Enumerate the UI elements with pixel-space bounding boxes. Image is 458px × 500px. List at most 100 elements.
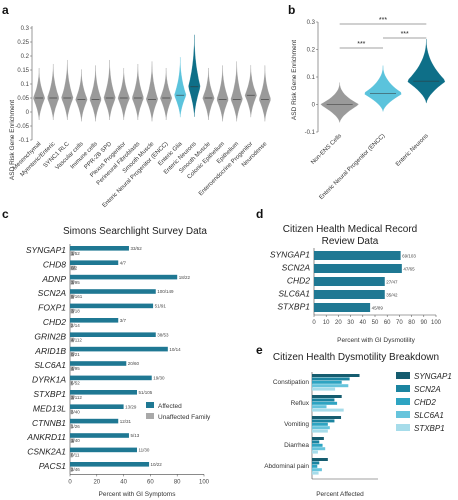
legend-label: CHD2 [414,398,436,407]
panel-c-xtick-label: 80 [174,479,181,485]
violin [364,65,402,113]
dysmotility-breakdown-bar [312,447,326,451]
affected-bar [70,390,137,395]
panel-b-ytick-label: 0.2 [307,48,316,54]
unaffected-bar [70,452,73,458]
dysmotility-breakdown-bar [312,387,336,391]
affected-bar-label: 10/14 [169,347,181,352]
unaffected-bar [70,424,73,429]
dysmotility-breakdown-bar [312,380,342,384]
panel-d-xtick-label: 20 [335,320,342,326]
panel-b-ylabel: ASD Risk Gene Enrichment [291,40,298,120]
violin [216,65,229,122]
panel-e-category-label: Abdominal pain [264,463,309,470]
panel-c-gene-label: CHD2 [43,317,66,327]
dysmotility-breakdown-bar [312,416,342,419]
unaffected-bar-label: 2/14 [71,323,80,328]
dysmotility-breakdown-bar [312,405,327,409]
affected-bar [70,289,156,294]
violin [103,59,116,121]
legend-swatch [396,385,410,392]
panel-d-xlabel: Percent with GI Dysmotility [337,337,415,344]
dysmotility-bar-label: 35/42 [386,293,398,298]
violin [61,59,74,121]
unaffected-bar [70,265,76,271]
panel-label-d: d [256,207,263,221]
violin [230,61,243,122]
legend-label: SCN2A [414,385,441,394]
dysmotility-bar-label: 27/47 [386,280,398,285]
legend-swatch-unaffected [146,413,154,419]
violin [407,38,446,104]
dysmotility-breakdown-bar [312,429,328,433]
panel-d-gene-label: SCN2A [282,263,311,273]
panel-d-xtick-label: 70 [396,320,403,326]
dysmotility-bar [314,264,402,273]
panel-label-c: c [2,207,9,221]
affected-bar-label: 19/30 [153,376,165,381]
affected-bar [70,462,150,467]
panel-a-ytick-label: -0.1 [19,138,30,144]
dysmotility-breakdown-bar [312,468,322,472]
unaffected-bar [70,467,73,472]
dysmotility-breakdown-bar [312,464,318,468]
violin [320,82,359,124]
legend-swatch [396,424,410,431]
unaffected-bar-label: 3/40 [71,409,80,414]
legend-label: SYNGAP1 [414,372,452,381]
dysmotility-breakdown-bar [312,401,338,405]
panel-d-gene-label: STXBP1 [277,302,310,312]
panel-e-category-label: Reflux [291,400,310,407]
panel-d-xtick-label: 0 [312,320,316,326]
unaffected-bar [70,352,75,357]
violin [174,57,187,118]
unaffected-bar [70,280,75,285]
affected-bar-label: 13/29 [125,404,137,409]
unaffected-bar-label: 1/52 [71,251,80,256]
affected-bar [70,375,152,381]
unaffected-bar [70,294,75,299]
affected-bar-label: 10/22 [151,462,163,467]
unaffected-bar [70,337,75,343]
dysmotility-bar [314,251,401,260]
affected-bar [70,447,137,453]
affected-bar-label: 4/7 [120,260,127,265]
dysmotility-breakdown-bar [312,398,335,402]
panel-e-category-label: Vomiting [284,421,309,428]
panel-b-category-label: Enteric Neurons [395,133,430,168]
dysmotility-breakdown-bar [312,395,342,398]
panel-e-category-label: Constipation [273,379,310,386]
dysmotility-bar [314,290,385,299]
unaffected-bar-label: 6/52 [71,381,80,386]
affected-bar [70,361,127,366]
panel-c-gene-label: CTNNB1 [32,418,66,428]
dysmotility-breakdown-bar [312,443,323,447]
panel-c-gene-label: PACS1 [39,461,67,471]
dysmotility-bar-label: 69/103 [402,254,416,259]
panel-c-bar-chart: Simons Searchlight Survey Data Percent w… [26,226,211,498]
affected-bar [70,332,156,337]
panel-c-xtick-label: 100 [199,479,210,485]
unaffected-bar-label: 4/95 [71,366,80,371]
panel-c-gene-label: SYNGAP1 [26,245,66,255]
dysmotility-breakdown-bar [312,461,320,465]
affected-bar [70,246,129,251]
dysmotility-breakdown-bar [312,422,328,426]
panel-a-ytick-label: 0.1 [21,82,30,88]
panel-c-gene-label: ANKRD11 [26,432,66,442]
affected-bar-label: 20/60 [128,361,140,366]
legend-swatch [396,372,410,379]
unaffected-bar-label: 3/95 [71,280,80,285]
violin [117,67,130,121]
panel-c-gene-label: STXBP1 [33,389,66,399]
panel-a-violin-chart: ASD Risk Gene Enrichment 0.3 0.25 0.2 0.15 0… [9,26,271,209]
panel-label-e: e [256,343,263,357]
panel-d-xtick-label: 30 [347,320,354,326]
dysmotility-breakdown-bar [312,374,360,377]
legend-label-affected: Affected [158,403,182,410]
panel-b-violin-chart: ASD Risk Gene Enrichment 0.3 0.2 0.1 0 -0.1N… [291,17,446,201]
panel-c-xtick-label: 40 [120,479,127,485]
panel-c-gene-label: ARID1B [34,346,66,356]
panel-c-xtick-label: 20 [93,479,100,485]
panel-c-gene-label: MED13L [33,403,66,413]
